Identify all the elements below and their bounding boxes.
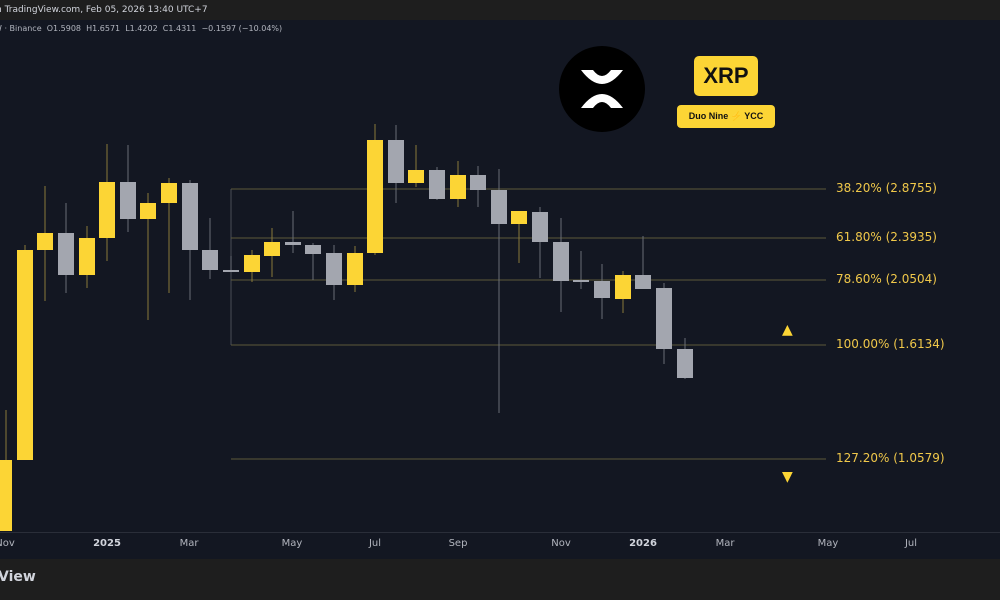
time-axis[interactable]: Nov 2025 Mar May Jul Sep Nov 2026 Mar May Jul xyxy=(0,532,1000,559)
candle xyxy=(79,226,95,288)
candle xyxy=(17,245,33,460)
footer-bar: gView xyxy=(0,559,1000,600)
candle xyxy=(58,203,74,293)
legend-low: L1.4202 xyxy=(125,24,158,33)
snapshot-title: h TradingView.com, Feb 05, 2026 13:40 UT… xyxy=(0,5,208,15)
lightning-icon: ⚡ xyxy=(730,111,742,121)
author-name: Duo Nine xyxy=(688,111,729,121)
candle xyxy=(470,166,486,207)
candle xyxy=(140,193,156,320)
candle xyxy=(511,211,527,263)
author-badge: Duo Nine ⚡ YCC xyxy=(677,105,775,128)
time-axis-tick: Mar xyxy=(715,538,735,549)
fib-level-label: 38.20% (2.8755) xyxy=(836,181,937,195)
candle xyxy=(635,236,651,289)
candle xyxy=(0,410,12,531)
time-axis-tick: Jul xyxy=(368,538,382,549)
candle xyxy=(450,161,466,207)
time-axis-tick: Jul xyxy=(904,538,918,549)
candlestick-chart[interactable] xyxy=(0,0,1000,532)
candle xyxy=(326,245,342,300)
candle xyxy=(223,256,239,272)
time-axis-tick: May xyxy=(817,538,839,549)
ohlc-legend: W · Binance O1.5908 H1.6571 L1.4202 C1.4… xyxy=(0,24,282,33)
candle xyxy=(202,218,218,279)
candle xyxy=(161,178,177,293)
author-org: YCC xyxy=(744,111,764,121)
time-axis-tick: Nov xyxy=(551,538,571,549)
time-axis-tick: 2026 xyxy=(629,538,657,549)
fib-level-label: 78.60% (2.0504) xyxy=(836,272,937,286)
candle xyxy=(656,283,672,364)
tradingview-brand: gView xyxy=(0,569,36,585)
time-axis-tick: Nov xyxy=(0,538,15,549)
candle xyxy=(615,271,631,313)
symbol-exchange: W · Binance xyxy=(0,24,42,33)
candle xyxy=(285,211,301,253)
legend-change: −0.1597 (−10.04%) xyxy=(201,24,283,33)
candle xyxy=(553,218,569,312)
candle xyxy=(305,243,321,280)
candle xyxy=(347,246,363,292)
candle xyxy=(388,125,404,203)
legend-close: C1.4311 xyxy=(162,24,197,33)
candle xyxy=(120,145,136,232)
candle xyxy=(429,167,445,200)
snapshot-header: h TradingView.com, Feb 05, 2026 13:40 UT… xyxy=(0,0,1000,20)
time-axis-tick: 2025 xyxy=(93,538,121,549)
xrp-badge: XRP xyxy=(694,56,758,96)
candle xyxy=(264,228,280,277)
candle xyxy=(182,180,198,300)
candle xyxy=(99,144,115,261)
candle xyxy=(491,169,507,413)
time-axis-tick: Sep xyxy=(448,538,468,549)
candle xyxy=(677,338,693,379)
candles xyxy=(0,124,693,531)
fibonacci-retracement[interactable] xyxy=(230,188,826,460)
candle xyxy=(573,251,589,289)
arrow-up-icon: ▲ xyxy=(782,322,793,338)
fib-level-label: 61.80% (2.3935) xyxy=(836,230,937,244)
arrow-down-icon: ▼ xyxy=(782,469,793,485)
time-axis-tick: May xyxy=(281,538,303,549)
fib-level-label: 127.20% (1.0579) xyxy=(836,451,945,465)
candle xyxy=(367,124,383,255)
xrp-logo-icon xyxy=(559,46,645,132)
candle xyxy=(37,186,53,301)
legend-high: H1.6571 xyxy=(86,24,121,33)
fib-level-label: 100.00% (1.6134) xyxy=(836,337,945,351)
candle xyxy=(594,264,610,319)
time-axis-tick: Mar xyxy=(179,538,199,549)
candle xyxy=(408,145,424,187)
legend-open: O1.5908 xyxy=(46,24,82,33)
candle xyxy=(244,250,260,282)
candle xyxy=(532,207,548,278)
